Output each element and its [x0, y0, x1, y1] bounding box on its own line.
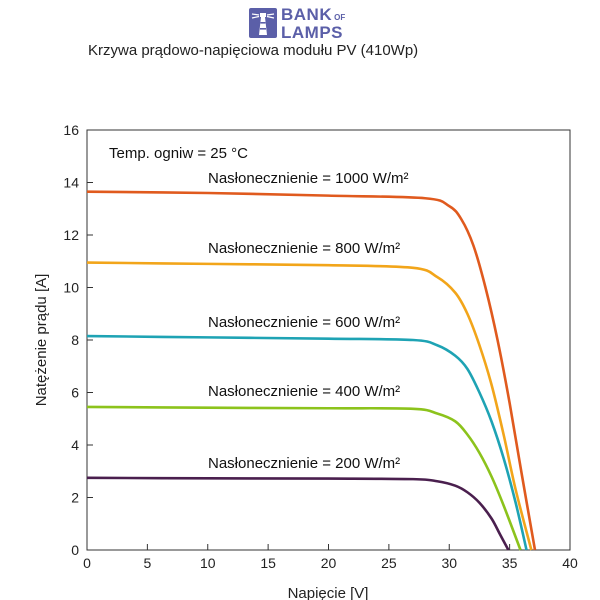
- y-tick-label: 8: [71, 332, 79, 348]
- brand-name-small: OF: [334, 12, 346, 22]
- series-label-4: Nasłonecznienie = 200 W/m²: [208, 455, 400, 472]
- x-tick-label: 35: [502, 555, 518, 571]
- lighthouse-icon: [249, 8, 277, 38]
- y-axis-label: Natężenie prądu [A]: [33, 274, 50, 407]
- x-tick-label: 30: [441, 555, 457, 571]
- y-tick-label: 12: [63, 227, 79, 243]
- y-tick-label: 10: [63, 280, 79, 296]
- series-line-4: [86, 476, 510, 551]
- x-tick-label: 10: [200, 555, 216, 571]
- series-label-3: Nasłonecznienie = 400 W/m²: [208, 383, 400, 400]
- y-tick-label: 4: [71, 437, 79, 453]
- x-axis-label: Napięcie [V]: [288, 585, 369, 600]
- series-line-1: [86, 261, 533, 551]
- chart-title: Krzywa prądowo-napięciowa modułu PV (410…: [88, 42, 419, 59]
- y-tick-label: 0: [71, 542, 79, 558]
- y-tick-label: 6: [71, 385, 79, 401]
- series-label-2: Nasłonecznienie = 600 W/m²: [208, 314, 400, 331]
- x-tick-label: 5: [143, 555, 151, 571]
- y-tick-label: 14: [63, 175, 79, 191]
- x-tick-label: 40: [562, 555, 578, 571]
- brand-logo: BANK OF LAMPS: [249, 5, 345, 41]
- series-line-3: [86, 405, 522, 551]
- y-tick-label: 2: [71, 490, 79, 506]
- brand-name-line1: BANK: [281, 4, 333, 24]
- series-label-0: Nasłonecznienie = 1000 W/m²: [208, 170, 409, 187]
- x-tick-label: 0: [83, 555, 91, 571]
- y-tick-label: 16: [63, 122, 79, 138]
- series-line-2: [86, 334, 528, 551]
- x-tick-label: 15: [260, 555, 276, 571]
- temperature-annotation: Temp. ogniw = 25 °C: [109, 145, 248, 162]
- series-label-1: Nasłonecznienie = 800 W/m²: [208, 240, 400, 257]
- x-tick-label: 20: [321, 555, 337, 571]
- x-tick-label: 25: [381, 555, 397, 571]
- series-line-0: [86, 190, 537, 551]
- brand-name-line2: LAMPS: [281, 22, 343, 42]
